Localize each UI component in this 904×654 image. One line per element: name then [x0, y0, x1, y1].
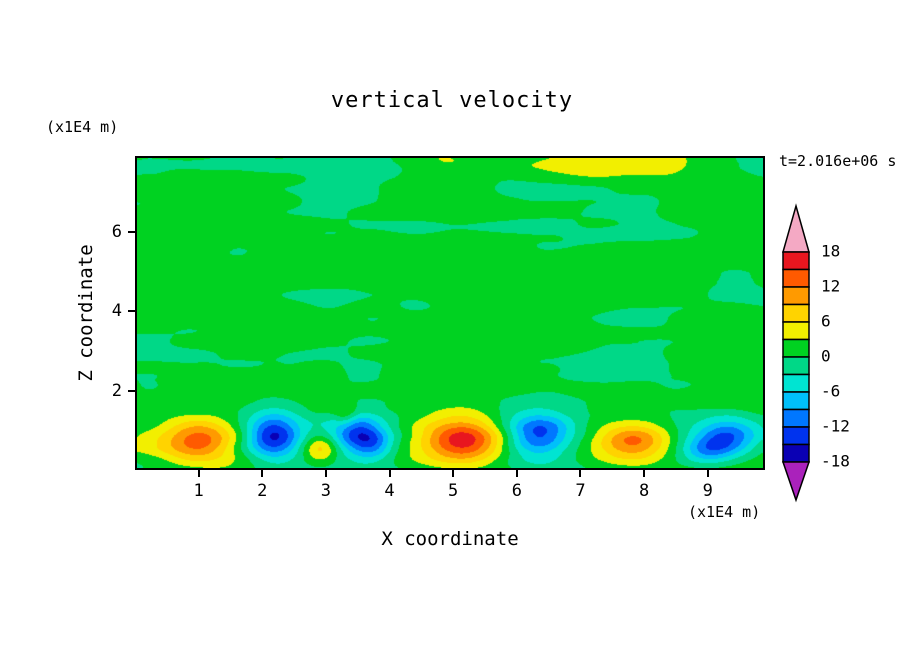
- colorbar-band: [782, 391, 810, 411]
- x-axis-tick: [324, 470, 327, 477]
- x-tick-label: 8: [638, 481, 650, 501]
- colorbar-tick-label: 6: [821, 312, 831, 331]
- colorbar-band: [782, 268, 810, 288]
- colorbar-tick-label: 18: [821, 242, 840, 261]
- colorbar-band: [782, 286, 810, 306]
- y-axis-tick: [128, 389, 135, 392]
- y-tick-label: 6: [111, 221, 122, 242]
- colorbar-band: [782, 251, 810, 271]
- colorbar-under-arrow: [781, 461, 811, 503]
- x-tick-label: 5: [448, 481, 459, 501]
- y-tick-label: 2: [111, 380, 122, 401]
- colorbar-tick-label: -12: [821, 417, 850, 436]
- x-axis-tick: [706, 470, 709, 477]
- plot-frame: [135, 156, 765, 470]
- y-tick-label: 4: [111, 301, 122, 321]
- x-axis-tick: [261, 470, 264, 477]
- time-annotation: t=2.016e+06 s: [779, 152, 897, 170]
- x-axis-tick: [388, 470, 391, 477]
- colorbar-tick-label: 0: [821, 347, 831, 366]
- x-axis-title: X coordinate: [381, 528, 519, 550]
- colorbar-band: [782, 338, 810, 358]
- x-tick-label: 6: [511, 481, 522, 501]
- x-tick-label: 9: [702, 481, 713, 501]
- x-axis-tick: [643, 470, 646, 477]
- colorbar-band: [782, 426, 810, 446]
- x-tick-label: 3: [320, 481, 332, 501]
- x-axis-tick: [515, 470, 518, 477]
- x-tick-label: 1: [193, 481, 204, 501]
- x-axis-tick: [579, 470, 582, 477]
- x-axis-tick: [197, 470, 200, 477]
- y-axis-tick: [128, 230, 135, 233]
- plot-title: vertical velocity: [330, 88, 574, 113]
- contour-field-canvas: [137, 158, 763, 468]
- y-axis-unit-label: (x1E4 m): [46, 118, 119, 136]
- colorbar-band: [782, 408, 810, 428]
- colorbar-tick-label: -18: [821, 452, 850, 471]
- colorbar: 18 12 6 0 -6 -12 -18: [781, 203, 850, 503]
- colorbar-tick-label: -6: [821, 382, 840, 401]
- colorbar-tick-label: 12: [821, 277, 840, 296]
- colorbar-over-arrow: [782, 203, 810, 253]
- colorbar-band: [782, 443, 810, 463]
- colorbar-band: [782, 303, 810, 323]
- x-tick-label: 2: [257, 481, 268, 501]
- x-axis-tick: [452, 470, 455, 477]
- colorbar-band: [782, 321, 810, 341]
- x-tick-label: 4: [384, 481, 395, 501]
- colorbar-band: [782, 373, 810, 393]
- y-axis-tick: [128, 310, 135, 312]
- y-axis-title: Z coordinate: [75, 244, 97, 382]
- x-axis-unit-label: (x1E4 m): [688, 503, 761, 521]
- x-tick-label: 7: [575, 481, 586, 501]
- colorbar-band: [782, 356, 810, 376]
